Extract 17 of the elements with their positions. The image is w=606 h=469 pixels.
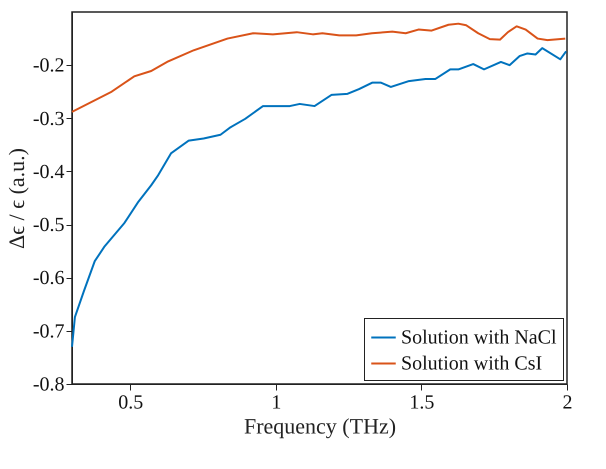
legend-label: Solution with NaCl bbox=[401, 326, 558, 348]
x-tick-label: 2 bbox=[562, 392, 572, 414]
line-series bbox=[71, 22, 566, 113]
y-tick-label: -0.5 bbox=[32, 214, 64, 236]
y-tick-label: -0.4 bbox=[32, 160, 64, 183]
y-tick-label: -0.6 bbox=[32, 267, 64, 290]
line-series bbox=[71, 47, 568, 348]
legend-label: Solution with CsI bbox=[401, 352, 542, 374]
y-tick-label: -0.8 bbox=[32, 374, 64, 396]
y-tick-label: -0.7 bbox=[32, 320, 64, 342]
x-tick-label: 1.5 bbox=[409, 392, 434, 414]
x-axis-title: Frequency (THz) bbox=[244, 414, 396, 438]
y-tick-label: -0.3 bbox=[32, 108, 64, 130]
x-tick-label: 1 bbox=[271, 392, 282, 414]
y-axis-title: Δϵ / ϵ (a.u.) bbox=[4, 148, 29, 249]
y-tick-label: -0.2 bbox=[32, 54, 64, 77]
x-tick-label: 0.5 bbox=[118, 392, 144, 414]
